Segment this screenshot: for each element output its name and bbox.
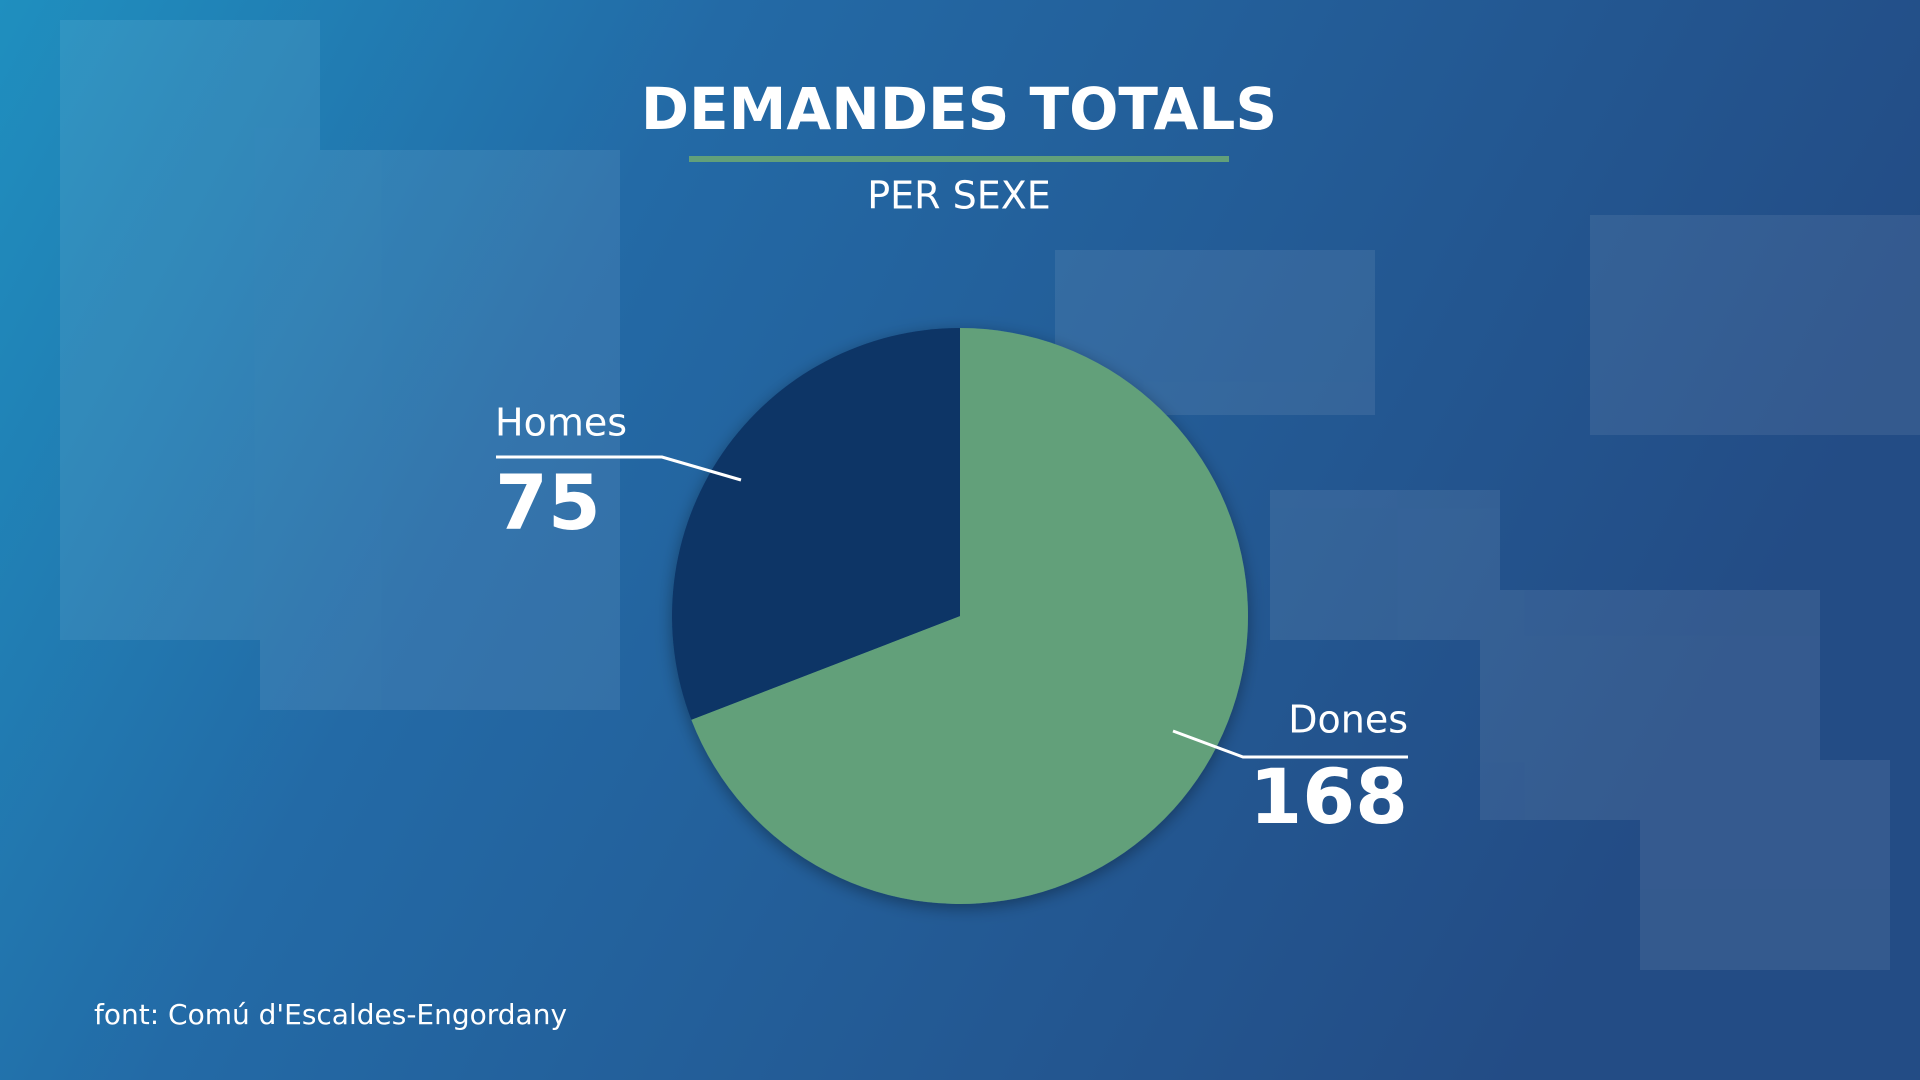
background-decoration [60,20,1920,970]
slice-value: 168 [1249,752,1408,841]
slice-value: 75 [495,458,601,547]
slice-label: Homes [495,401,627,445]
leader-line [496,455,742,482]
pie-slice [691,328,1249,905]
chart-title: DEMANDES TOTALS [641,75,1277,143]
pie-slice [671,328,960,720]
pie [671,328,1249,905]
chart-subtitle: PER SEXE [867,174,1051,218]
slice-label: Dones [1288,698,1408,742]
source-note: font: Comú d'Escaldes-Engordany [94,998,567,1031]
leader-line [1172,729,1408,759]
